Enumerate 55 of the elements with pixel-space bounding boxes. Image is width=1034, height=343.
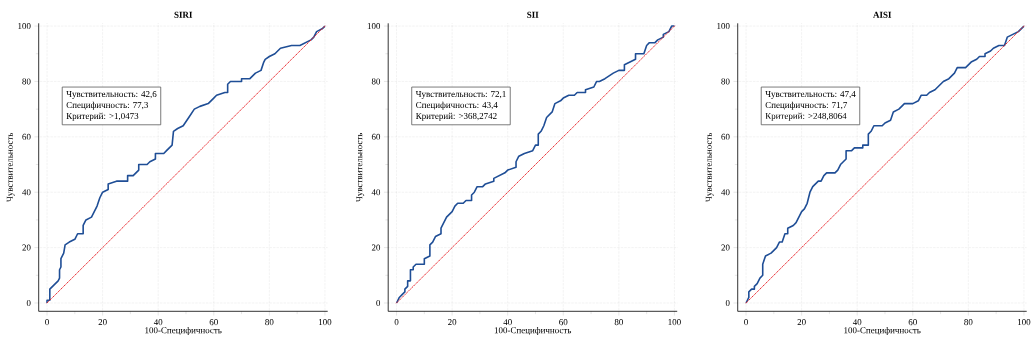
x-tick-label: 100 bbox=[1017, 319, 1031, 326]
y-tick-label: 0 bbox=[725, 299, 730, 307]
annotation: Чувствительность: 47,4 bbox=[765, 91, 856, 99]
x-tick-label: 80 bbox=[964, 319, 973, 326]
x-axis-title: 100-Специфичность bbox=[494, 326, 572, 336]
x-tick-label: 80 bbox=[614, 319, 623, 326]
x-tick-label: 100 bbox=[318, 319, 332, 326]
y-tick-label: 60 bbox=[371, 133, 381, 140]
line-series bbox=[745, 25, 1025, 304]
x-tick-label: 20 bbox=[448, 319, 457, 326]
annotation: Специфичность: 43,4 bbox=[416, 101, 498, 110]
x-tick-label: 40 bbox=[503, 319, 512, 326]
y-tick-label: 80 bbox=[721, 78, 730, 85]
x-axis-title: 100-Специфичность bbox=[145, 326, 222, 336]
y-axis-title: Чувствительность bbox=[356, 132, 365, 202]
y-tick-label: 20 bbox=[721, 244, 730, 251]
annotation: Критерий: >368,2742 bbox=[415, 112, 497, 121]
x-axis-title: 100-Специфичность bbox=[844, 326, 921, 336]
y-tick-label: 60 bbox=[22, 133, 31, 140]
y-axis-title: Чувствительность bbox=[6, 132, 15, 202]
x-tick-label: 20 bbox=[98, 319, 107, 326]
y-tick-label: 20 bbox=[22, 244, 31, 251]
chart-title: SIRI bbox=[174, 11, 193, 18]
y-tick-label: 80 bbox=[22, 78, 31, 85]
chart-title: AISI bbox=[873, 11, 892, 18]
x-tick-label: 0 bbox=[394, 319, 399, 326]
y-tick-label: 0 bbox=[376, 299, 381, 307]
annotation: Чувствительность: 72,1 bbox=[415, 91, 506, 99]
y-tick-label: 40 bbox=[22, 189, 31, 196]
x-tick-label: 0 bbox=[744, 319, 748, 326]
y-axis-title: Чувствительность bbox=[705, 132, 714, 202]
annotation: Специфичность: 71,7 bbox=[765, 101, 848, 110]
x-tick-label: 100 bbox=[668, 319, 681, 326]
x-tick-label: 40 bbox=[852, 319, 862, 326]
x-tick-label: 20 bbox=[797, 319, 806, 326]
y-tick-label: 100 bbox=[717, 23, 730, 30]
y-tick-label: 0 bbox=[26, 299, 31, 307]
y-tick-label: 40 bbox=[371, 189, 381, 196]
x-tick-label: 60 bbox=[559, 319, 568, 326]
y-tick-label: 40 bbox=[721, 189, 730, 196]
annotation: Критерий: >1,0473 bbox=[66, 112, 139, 121]
x-tick-label: 40 bbox=[153, 319, 163, 326]
y-tick-label: 60 bbox=[721, 133, 730, 140]
annotation: Критерий: >248,8064 bbox=[765, 112, 847, 121]
annotation: Специфичность: 77,3 bbox=[66, 101, 148, 110]
x-tick-label: 60 bbox=[908, 319, 917, 326]
y-tick-label: 100 bbox=[18, 23, 31, 30]
y-tick-label: 80 bbox=[371, 78, 381, 85]
x-tick-label: 60 bbox=[209, 319, 218, 326]
y-tick-label: 100 bbox=[367, 23, 381, 30]
x-tick-label: 0 bbox=[45, 319, 49, 326]
chart-title: SII bbox=[527, 11, 539, 18]
x-tick-label: 80 bbox=[265, 319, 274, 326]
annotation: Чувствительность: 42,6 bbox=[66, 91, 157, 99]
y-tick-label: 20 bbox=[371, 244, 381, 251]
